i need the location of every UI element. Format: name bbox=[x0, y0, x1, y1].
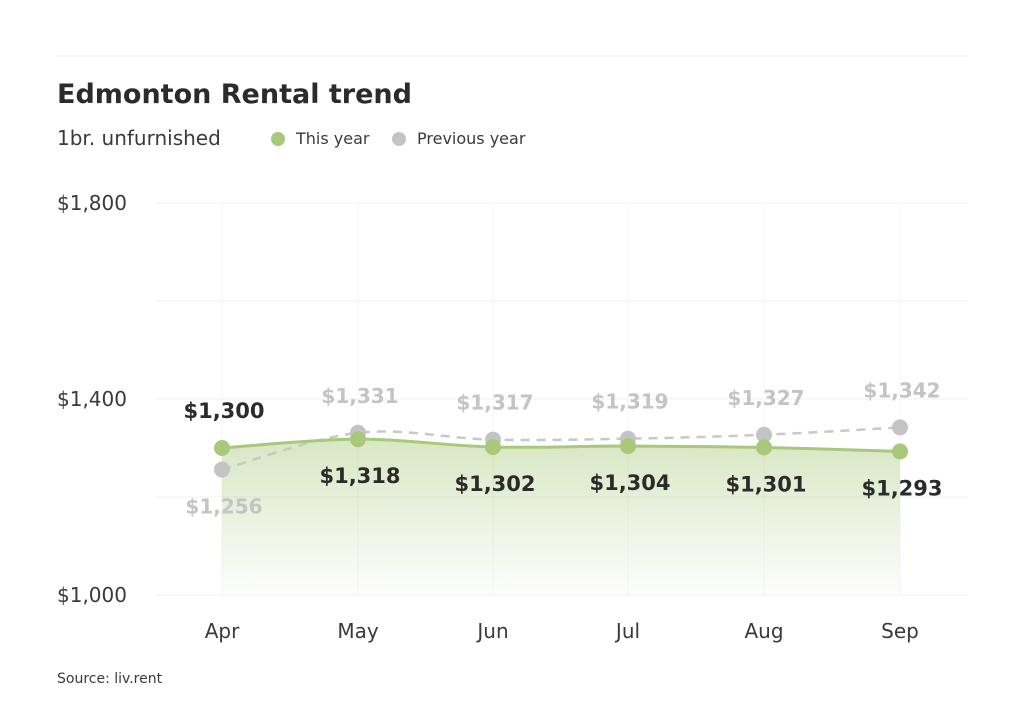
lines-layer bbox=[221, 426, 901, 471]
data-label-this-year: $1,300 bbox=[183, 399, 264, 423]
area-this-year bbox=[222, 439, 900, 595]
data-label-this-year: $1,301 bbox=[725, 473, 806, 497]
legend-label-this-year: This year bbox=[295, 129, 370, 148]
data-label-this-year: $1,304 bbox=[589, 471, 670, 495]
area-layer bbox=[222, 439, 900, 595]
data-label-previous-year: $1,319 bbox=[591, 390, 668, 414]
data-label-previous-year: $1,256 bbox=[185, 495, 262, 519]
series-line-previous-year bbox=[221, 426, 901, 471]
x-tick-label: Jul bbox=[614, 619, 640, 643]
y-axis: $1,000 $1,400 $1,800 bbox=[57, 191, 127, 607]
legend-label-previous-year: Previous year bbox=[417, 129, 526, 148]
point-this-year bbox=[756, 439, 772, 456]
legend: This year Previous year bbox=[271, 129, 526, 148]
x-tick-label: Apr bbox=[205, 619, 240, 643]
legend-marker-previous-year bbox=[392, 132, 406, 146]
data-label-this-year: $1,302 bbox=[454, 472, 535, 496]
x-axis: Apr May Jun Jul Aug Sep bbox=[205, 619, 919, 643]
chart-subtitle: 1br. unfurnished bbox=[57, 126, 221, 150]
point-this-year bbox=[350, 431, 366, 448]
y-tick-label: $1,800 bbox=[57, 191, 127, 215]
labels-layer: $1,300 $1,256 $1,318 $1,331 $1,302 $1,317 $1,3… bbox=[183, 378, 942, 518]
point-this-year bbox=[620, 438, 636, 455]
data-label-this-year: $1,293 bbox=[861, 476, 942, 500]
point-this-year bbox=[214, 440, 230, 456]
points-layer bbox=[214, 419, 908, 478]
data-label-previous-year: $1,327 bbox=[727, 386, 804, 410]
x-tick-label: Sep bbox=[881, 619, 919, 643]
point-previous-year bbox=[214, 461, 230, 478]
point-previous-year bbox=[892, 419, 908, 436]
x-tick-label: May bbox=[337, 619, 379, 643]
y-tick-label: $1,400 bbox=[57, 387, 127, 411]
x-tick-label: Aug bbox=[744, 619, 783, 643]
chart-title: Edmonton Rental trend bbox=[57, 79, 412, 110]
source-note: Source: liv.rent bbox=[57, 671, 163, 687]
data-label-previous-year: $1,342 bbox=[863, 378, 940, 402]
data-label-this-year: $1,318 bbox=[319, 464, 400, 488]
y-tick-label: $1,000 bbox=[57, 583, 127, 607]
legend-marker-this-year bbox=[271, 132, 285, 146]
x-tick-label: Jun bbox=[475, 619, 508, 643]
point-this-year bbox=[892, 443, 908, 460]
data-label-previous-year: $1,317 bbox=[456, 391, 533, 415]
series-line-this-year bbox=[221, 437, 901, 453]
data-label-previous-year: $1,331 bbox=[321, 384, 398, 408]
point-this-year bbox=[485, 439, 501, 456]
point-previous-year bbox=[756, 426, 772, 443]
